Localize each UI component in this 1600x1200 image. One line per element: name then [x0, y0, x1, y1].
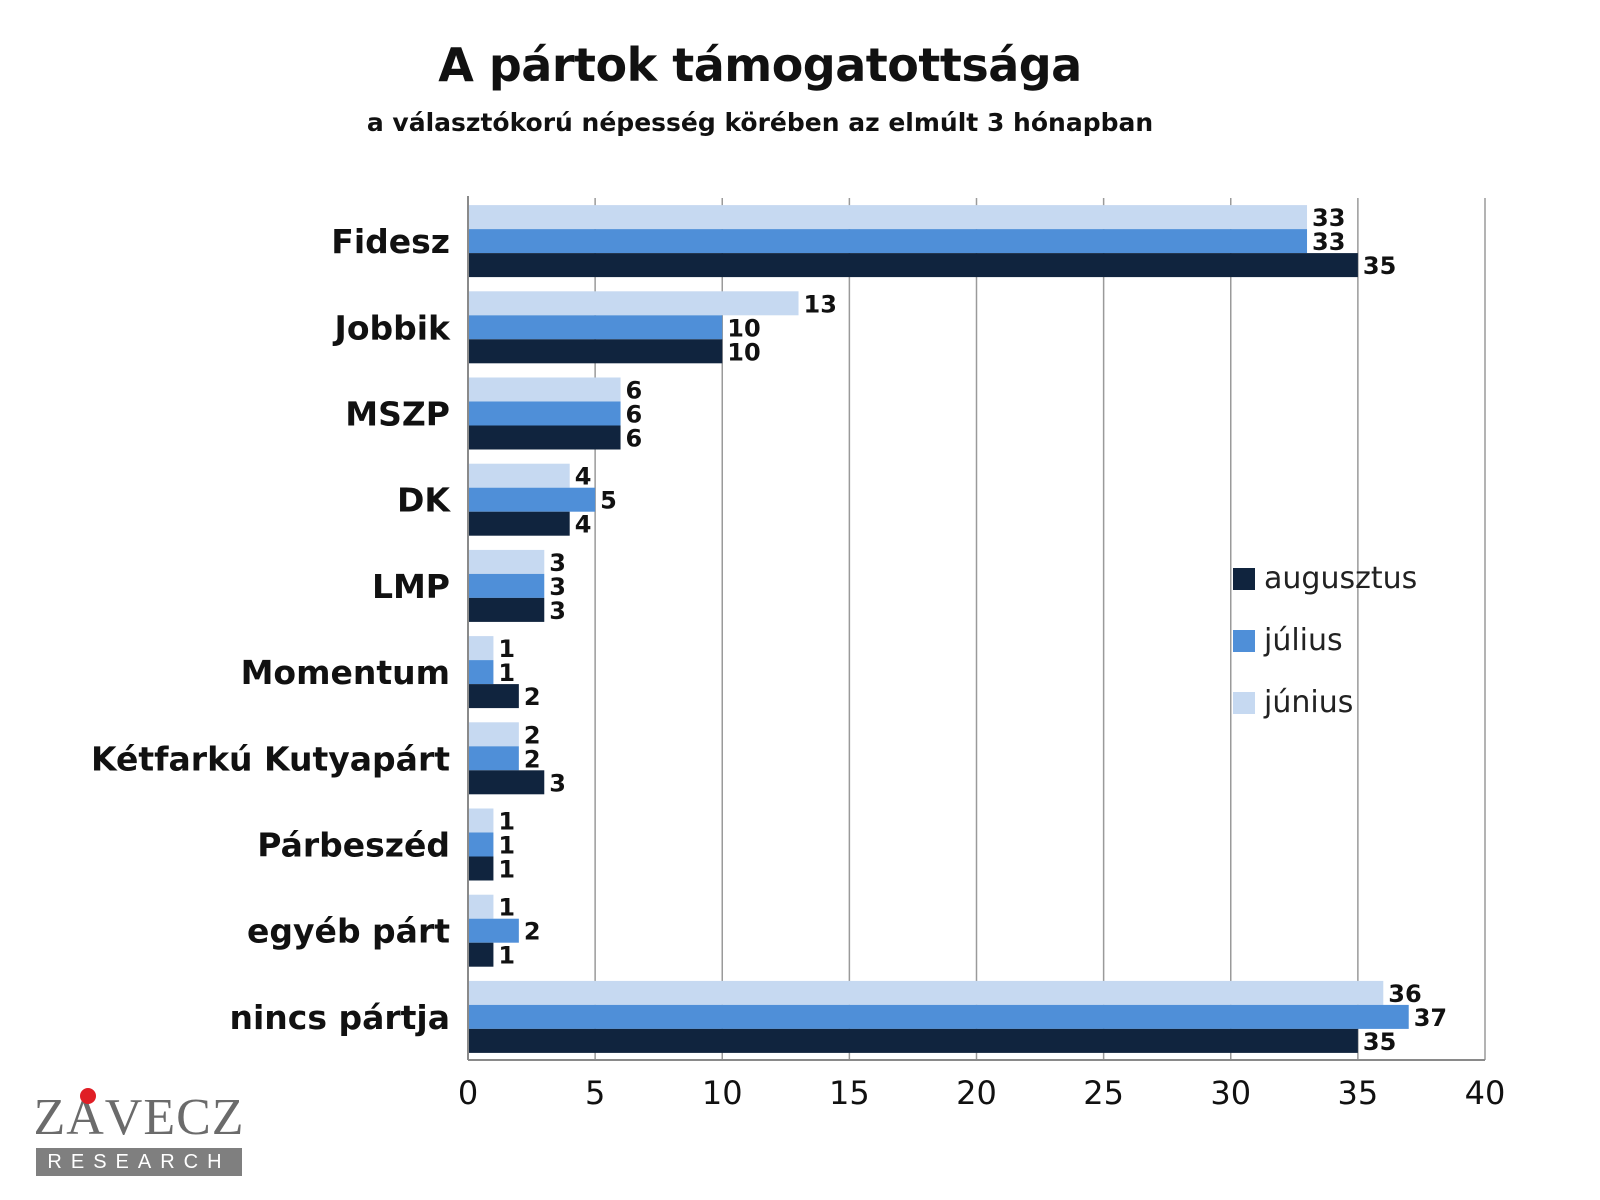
legend-swatch [1233, 568, 1255, 590]
bar-június [468, 205, 1308, 230]
data-label: 5 [600, 487, 617, 515]
data-label: 1 [498, 635, 515, 663]
data-label: 6 [626, 425, 643, 453]
data-label: 6 [626, 377, 643, 405]
data-label: 37 [1414, 1004, 1447, 1032]
data-label: 1 [498, 659, 515, 687]
bar-június [468, 377, 621, 402]
category-label: DK [397, 481, 451, 520]
legend-label: július [1263, 623, 1343, 658]
bar-augusztus [468, 942, 494, 967]
logo-name: ZÁVECZ [33, 1089, 245, 1146]
legend-label: augusztus [1264, 561, 1417, 596]
bar-június [468, 291, 799, 316]
bar-augusztus [468, 511, 570, 536]
bar-június [468, 722, 519, 747]
bar-augusztus [468, 339, 723, 364]
bar-augusztus [468, 253, 1358, 278]
data-label: 1 [498, 942, 515, 970]
bar-július [468, 832, 494, 857]
x-tick-label: 0 [458, 1074, 478, 1112]
x-tick-label: 30 [1210, 1074, 1251, 1112]
data-label: 2 [524, 683, 541, 711]
bar-június [468, 894, 494, 919]
category-label: nincs pártja [229, 998, 450, 1037]
data-label: 1 [498, 856, 515, 884]
x-tick-label: 10 [702, 1074, 743, 1112]
category-label: Jobbik [333, 308, 452, 347]
bar-július [468, 660, 494, 685]
bar-augusztus [468, 684, 519, 709]
legend: augusztus július június [1233, 561, 1417, 720]
bar-június [468, 549, 545, 574]
data-label: 3 [549, 549, 566, 577]
bar-július [468, 1004, 1409, 1029]
data-label: 3 [549, 573, 566, 601]
data-label: 4 [575, 511, 592, 539]
data-label: 1 [498, 808, 515, 836]
data-label: 1 [498, 832, 515, 860]
bar-június [468, 636, 494, 661]
x-tick-label: 25 [1083, 1074, 1124, 1112]
chart-subtitle: a választókorú népesség körében az elmúl… [366, 108, 1154, 137]
data-label: 10 [727, 338, 760, 366]
bar-június [468, 980, 1384, 1005]
data-label: 1 [498, 894, 515, 922]
bar-augusztus [468, 856, 494, 881]
category-label: LMP [372, 567, 450, 606]
labels: 333335Fidesz131010Jobbik666MSZP454DK333L… [91, 204, 1447, 1056]
category-label: Párbeszéd [257, 826, 450, 865]
category-label: Fidesz [331, 222, 450, 261]
bar-július [468, 918, 519, 943]
bar-július [468, 746, 519, 771]
data-label: 3 [549, 597, 566, 625]
logo-dot-icon [80, 1088, 96, 1104]
bar-június [468, 463, 570, 488]
bar-július [468, 487, 596, 512]
x-tick-label: 15 [829, 1074, 870, 1112]
x-tick-label: 35 [1338, 1074, 1379, 1112]
data-label: 10 [727, 314, 760, 342]
x-tick-label: 40 [1465, 1074, 1506, 1112]
bar-augusztus [468, 770, 545, 795]
data-label: 35 [1363, 1028, 1396, 1056]
category-label: Momentum [241, 653, 450, 692]
axes: 0 5 10 15 20 25 30 35 40 [458, 196, 1506, 1112]
data-label: 36 [1388, 980, 1421, 1008]
category-label: MSZP [345, 395, 450, 434]
data-label: 4 [575, 463, 592, 491]
data-label: 2 [524, 721, 541, 749]
category-label: Kétfarkú Kutyapárt [91, 739, 450, 778]
bar-július [468, 401, 621, 426]
data-label: 13 [804, 290, 837, 318]
data-label: 3 [549, 769, 566, 797]
x-tick-label: 5 [585, 1074, 605, 1112]
category-label: egyéb párt [247, 912, 450, 951]
legend-swatch [1233, 630, 1255, 652]
legend-swatch [1233, 692, 1255, 714]
chart-title: A pártok támogatottsága [438, 38, 1082, 92]
bar-július [468, 573, 545, 598]
gridlines [594, 198, 1486, 1060]
bar-július [468, 229, 1308, 254]
data-label: 33 [1312, 204, 1345, 232]
bar-augusztus [468, 1028, 1358, 1053]
data-label: 33 [1312, 228, 1345, 256]
company-logo: ZÁVECZ RESEARCH [30, 1088, 248, 1184]
data-label: 2 [524, 745, 541, 773]
bar-augusztus [468, 597, 545, 622]
logo-tagline: RESEARCH [36, 1148, 242, 1176]
legend-label: június [1263, 685, 1353, 720]
bars [468, 205, 1409, 1053]
data-label: 6 [626, 401, 643, 429]
bar-július [468, 315, 723, 340]
data-label: 2 [524, 918, 541, 946]
x-tick-label: 20 [956, 1074, 997, 1112]
bar-augusztus [468, 425, 621, 450]
bar-június [468, 808, 494, 833]
data-label: 35 [1363, 252, 1396, 280]
